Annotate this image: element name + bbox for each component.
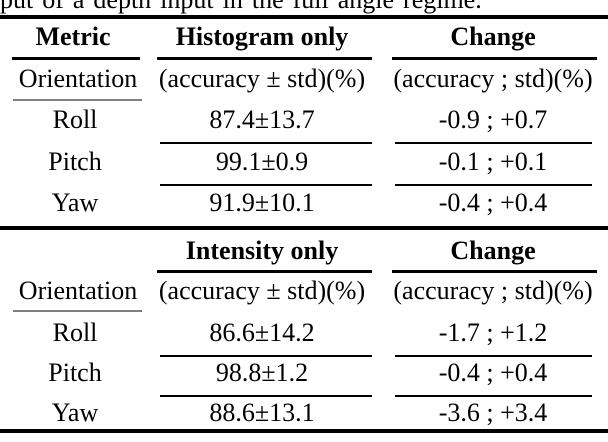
subheader-accuracy-std-1: (accuracy ± std)(%) — [158, 64, 366, 93]
row-label-roll-1: Roll — [52, 105, 98, 134]
cline-s1-r1-col3 — [395, 142, 592, 144]
cmidrule-metric — [12, 57, 140, 60]
header-histogram-only: Histogram only — [175, 22, 349, 51]
row-header-orientation-2: Orientation — [18, 276, 138, 305]
cline-s2-r1-col3 — [395, 355, 592, 357]
change-yaw-1: -0.4 ; +0.4 — [438, 188, 548, 217]
value-roll-1: 87.4±13.7 — [209, 105, 315, 134]
change-yaw-2: -3.6 ; +3.4 — [438, 398, 548, 427]
cline-s1-r2-col3 — [395, 184, 592, 186]
cline-s2-r2-col2 — [160, 395, 372, 397]
cline-s1-r2-col2 — [160, 184, 372, 186]
header-metric: Metric — [35, 22, 111, 51]
row-label-roll-2: Roll — [52, 318, 98, 347]
subheader-accuracy-std-2: (accuracy ± std)(%) — [158, 276, 366, 305]
subheader-accuracy-std-change-1: (accuracy ; std)(%) — [393, 64, 593, 93]
table-top-rule — [0, 15, 608, 19]
value-pitch-1: 99.1±0.9 — [215, 147, 309, 176]
value-roll-2: 86.6±14.2 — [209, 318, 315, 347]
change-roll-1: -0.9 ; +0.7 — [438, 105, 548, 134]
cmidrule-intensity-only — [157, 270, 372, 273]
orientation-underline-1 — [13, 99, 142, 101]
orientation-underline-2 — [13, 310, 142, 312]
row-label-pitch-1: Pitch — [48, 147, 102, 176]
header-intensity-only: Intensity only — [185, 236, 339, 265]
value-yaw-2: 88.6±13.1 — [209, 398, 315, 427]
row-header-orientation-1: Orientation — [18, 64, 138, 93]
header-change-1: Change — [450, 22, 536, 51]
subheader-accuracy-std-change-2: (accuracy ; std)(%) — [393, 276, 593, 305]
value-pitch-2: 98.8±1.2 — [215, 358, 309, 387]
row-label-pitch-2: Pitch — [48, 358, 102, 387]
table-mid-rule — [0, 226, 608, 230]
caption-fragment: put of a depth input in the full angle r… — [0, 0, 482, 14]
value-yaw-1: 91.9±10.1 — [209, 188, 315, 217]
cmidrule-histogram-only — [157, 57, 372, 60]
cline-s2-r1-col2 — [160, 355, 372, 357]
row-label-yaw-1: Yaw — [51, 188, 99, 217]
cmidrule-change-2 — [392, 270, 597, 273]
row-label-yaw-2: Yaw — [51, 398, 99, 427]
change-pitch-1: -0.1 ; +0.1 — [438, 147, 548, 176]
table-bottom-rule — [0, 429, 608, 433]
change-roll-2: -1.7 ; +1.2 — [438, 318, 548, 347]
cline-s1-r1-col2 — [160, 142, 372, 144]
change-pitch-2: -0.4 ; +0.4 — [438, 358, 548, 387]
header-change-2: Change — [450, 236, 536, 265]
cline-s2-r2-col3 — [395, 395, 592, 397]
cmidrule-change-1 — [392, 57, 597, 60]
